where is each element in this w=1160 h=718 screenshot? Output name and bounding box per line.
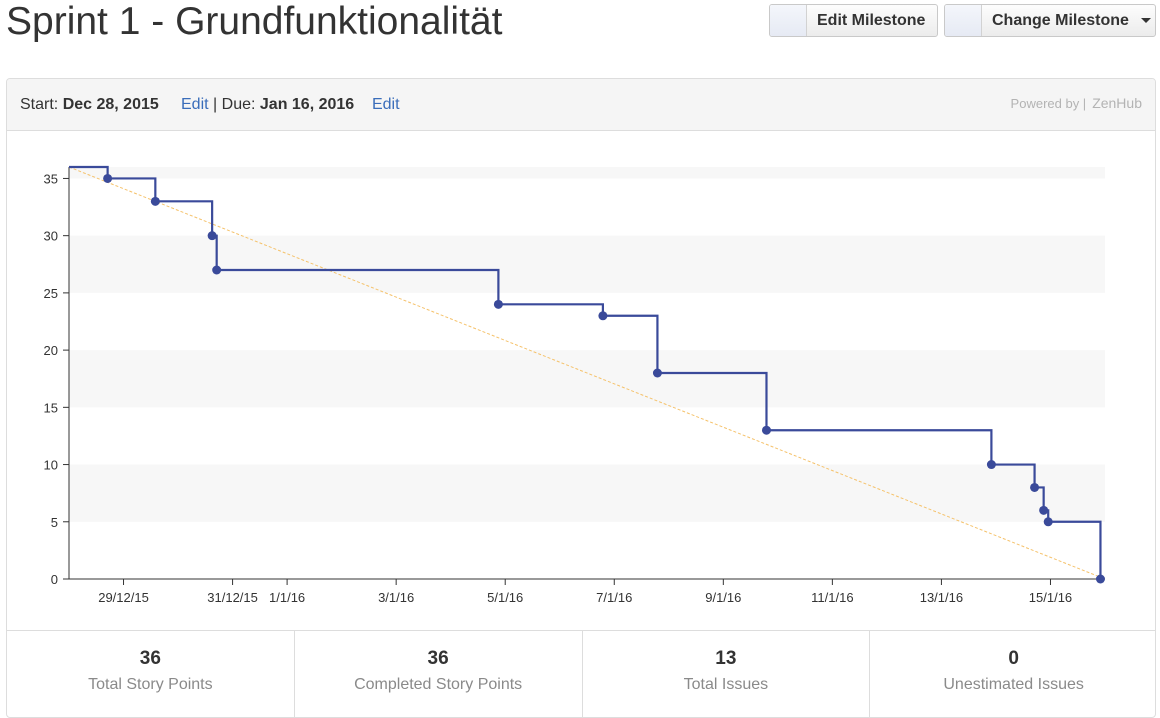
milestone-dates-header: Start: Dec 28, 2015 Edit | Due: Jan 16, …: [7, 79, 1155, 131]
edit-milestone-label: Edit Milestone: [817, 11, 926, 29]
grid-band: [69, 235, 1105, 293]
stat-unestimated-issues: 0 Unestimated Issues: [870, 631, 1155, 717]
grid-band: [69, 350, 1105, 408]
grid-band: [69, 167, 1105, 179]
powered-by-text: Powered by |: [1010, 96, 1087, 111]
burndown-point: [1043, 517, 1053, 527]
burndown-point: [986, 460, 996, 470]
stat-value: 36: [139, 648, 161, 669]
milestone-dates: Start: Dec 28, 2015 Edit | Due: Jan 16, …: [20, 96, 400, 114]
y-tick-label: 15: [44, 400, 58, 415]
x-tick-label: 3/1/16: [378, 590, 414, 605]
y-tick-label: 35: [44, 171, 58, 186]
edit-milestone-button[interactable]: Edit Milestone: [769, 4, 938, 37]
button-icon-area: [770, 5, 807, 36]
stat-completed-story-points: 36 Completed Story Points: [295, 631, 583, 717]
change-milestone-label: Change Milestone: [992, 11, 1129, 29]
stat-label: Unestimated Issues: [943, 676, 1084, 693]
due-label: Due:: [221, 96, 256, 113]
y-tick-label: 10: [44, 458, 58, 473]
burndown-point: [1039, 505, 1049, 515]
burndown-point: [212, 265, 222, 275]
burndown-point: [761, 425, 771, 435]
stat-label: Total Story Points: [88, 676, 213, 693]
start-date: Dec 28, 2015: [62, 96, 159, 113]
y-tick-label: 0: [51, 572, 58, 587]
button-icon-area: [945, 5, 982, 36]
page-title: Sprint 1 - Grundfunktionalität: [6, 0, 503, 43]
x-tick-label: 11/1/16: [811, 590, 853, 605]
powered-by: Powered by | ZenHub: [1011, 95, 1142, 111]
milestone-panel: Start: Dec 28, 2015 Edit | Due: Jan 16, …: [6, 78, 1156, 718]
stat-value: 0: [1008, 648, 1019, 669]
y-tick-label: 30: [44, 229, 58, 244]
y-tick-label: 20: [44, 343, 58, 358]
edit-start-link[interactable]: Edit: [181, 96, 209, 113]
stat-label: Total Issues: [683, 676, 769, 693]
burndown-point: [652, 368, 662, 378]
burndown-point: [493, 299, 503, 309]
x-tick-label: 5/1/16: [487, 590, 523, 605]
start-label: Start:: [20, 96, 59, 113]
y-tick-label: 25: [44, 286, 58, 301]
x-tick-label: 31/12/15: [207, 590, 258, 605]
x-tick-label: 9/1/16: [705, 590, 741, 605]
burndown-point: [103, 173, 113, 183]
burndown-point: [1030, 482, 1040, 492]
burndown-point: [1095, 574, 1105, 584]
burndown-point: [207, 231, 217, 241]
stat-label: Completed Story Points: [354, 676, 523, 693]
stat-value: 36: [427, 648, 449, 669]
edit-due-link[interactable]: Edit: [371, 96, 400, 113]
burndown-chart: 0 5 10 15 20 25 30 35 29/12/15 31/12/15 1/1/16 3/1/…: [44, 165, 1106, 605]
stat-total-story-points: 36 Total Story Points: [7, 631, 295, 717]
date-separator: |: [213, 96, 218, 113]
x-tick-label: 1/1/16: [269, 590, 305, 605]
x-tick-label: 15/1/16: [1029, 590, 1072, 605]
x-tick-label: 29/12/15: [98, 590, 149, 605]
change-milestone-button[interactable]: Change Milestone: [944, 4, 1156, 37]
burndown-point: [150, 196, 160, 206]
actual-burndown-line: [69, 165, 1102, 579]
caret-down-icon: [1140, 18, 1151, 23]
y-tick-label: 5: [51, 515, 58, 530]
milestone-stats: 36 Total Story Points 36 Completed Story…: [7, 630, 1155, 717]
grid-band: [69, 464, 1105, 522]
ideal-burndown-line: [68, 166, 1106, 580]
x-tick-label: 13/1/16: [920, 590, 963, 605]
stat-value: 13: [715, 648, 737, 669]
x-tick-label: 7/1/16: [596, 590, 632, 605]
zenhub-logo: ZenHub: [1092, 95, 1142, 111]
stat-total-issues: 13 Total Issues: [583, 631, 871, 717]
due-date: Jan 16, 2016: [259, 96, 355, 113]
burndown-point: [598, 311, 608, 321]
